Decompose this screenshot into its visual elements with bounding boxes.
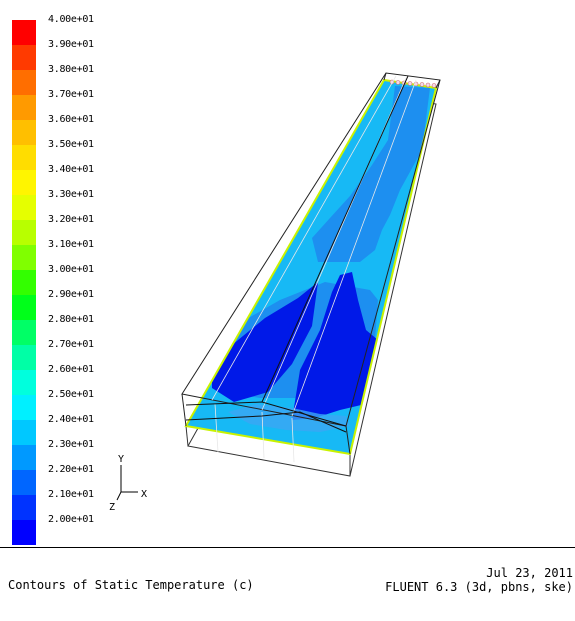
colorbar-swatch bbox=[12, 520, 36, 545]
graphics-viewport[interactable]: 4.00e+01 3.90e+01 3.80e+01 3.70e+01 3.60e+01… bbox=[0, 0, 575, 545]
colorbar-tick-label: 2.70e+01 bbox=[48, 339, 94, 350]
contour-surface bbox=[186, 80, 436, 454]
colorbar-swatch bbox=[12, 395, 36, 420]
colorbar-tick-label: 2.90e+01 bbox=[48, 289, 94, 300]
colorbar-tick-label: 3.90e+01 bbox=[48, 39, 94, 50]
colorbar-swatch bbox=[12, 320, 36, 345]
domain-ridge bbox=[185, 75, 409, 433]
contour-zone-mid bbox=[228, 404, 350, 432]
colorbar-tick-label: 3.80e+01 bbox=[48, 64, 94, 75]
colorbar-swatch bbox=[12, 295, 36, 320]
title-panel: Contours of Static Temperature (c) Jul 2… bbox=[0, 547, 575, 621]
colorbar-tick-label: 2.20e+01 bbox=[48, 464, 94, 475]
colorbar-swatch bbox=[12, 270, 36, 295]
colorbar-tick-label: 2.00e+01 bbox=[48, 514, 94, 525]
axis-z-label: Z bbox=[109, 502, 115, 513]
colorbar-swatch bbox=[12, 420, 36, 445]
colorbar-tick-label: 3.60e+01 bbox=[48, 114, 94, 125]
axis-x-label: X bbox=[141, 489, 147, 500]
colorbar-swatch bbox=[12, 70, 36, 95]
contour-plot[interactable]: Y X Z bbox=[0, 0, 575, 545]
colorbar-tick-label: 2.60e+01 bbox=[48, 364, 94, 375]
colorbar-swatch bbox=[12, 345, 36, 370]
colorbar-tick-label: 3.00e+01 bbox=[48, 264, 94, 275]
colorbar-swatch bbox=[12, 370, 36, 395]
contour-zone-mid bbox=[312, 86, 430, 262]
plot-date: Jul 23, 2011 bbox=[486, 566, 573, 580]
colorbar-tick-label: 3.40e+01 bbox=[48, 164, 94, 175]
colorbar-tick-label: 2.80e+01 bbox=[48, 314, 94, 325]
contour-zone-cold bbox=[212, 282, 318, 402]
colorbar-tick-label: 2.40e+01 bbox=[48, 414, 94, 425]
colorbar-tick-label: 2.50e+01 bbox=[48, 389, 94, 400]
colorbar-swatch bbox=[12, 195, 36, 220]
axes-triad: Y X Z bbox=[109, 454, 147, 513]
colorbar-tick-label: 2.10e+01 bbox=[48, 489, 94, 500]
colorbar-tick-label: 3.10e+01 bbox=[48, 239, 94, 250]
colorbar-swatch bbox=[12, 145, 36, 170]
plot-title: Contours of Static Temperature (c) bbox=[8, 578, 254, 592]
colorbar-swatch bbox=[12, 445, 36, 470]
colorbar-swatch bbox=[12, 95, 36, 120]
colorbar-swatch bbox=[12, 495, 36, 520]
colorbar-swatch bbox=[12, 220, 36, 245]
plot-software: FLUENT 6.3 (3d, pbns, ske) bbox=[385, 580, 573, 594]
colorbar-swatch bbox=[12, 170, 36, 195]
domain-top-outline bbox=[181, 72, 441, 455]
colorbar-swatch bbox=[12, 20, 36, 45]
colorbar-tick-label: 3.50e+01 bbox=[48, 139, 94, 150]
colorbar-swatch bbox=[12, 470, 36, 495]
axis-y-label: Y bbox=[118, 454, 124, 465]
colorbar-tick-label: 3.70e+01 bbox=[48, 89, 94, 100]
colorbar-tick-label: 2.30e+01 bbox=[48, 439, 94, 450]
contour-zone-cold bbox=[292, 272, 378, 420]
colorbar-tick-label: 3.30e+01 bbox=[48, 189, 94, 200]
colorbar-tick-label: 3.20e+01 bbox=[48, 214, 94, 225]
colorbar-swatch bbox=[12, 120, 36, 145]
colorbar-swatch bbox=[12, 45, 36, 70]
colorbar-swatch bbox=[12, 245, 36, 270]
colorbar-tick-label: 4.00e+01 bbox=[48, 14, 94, 25]
